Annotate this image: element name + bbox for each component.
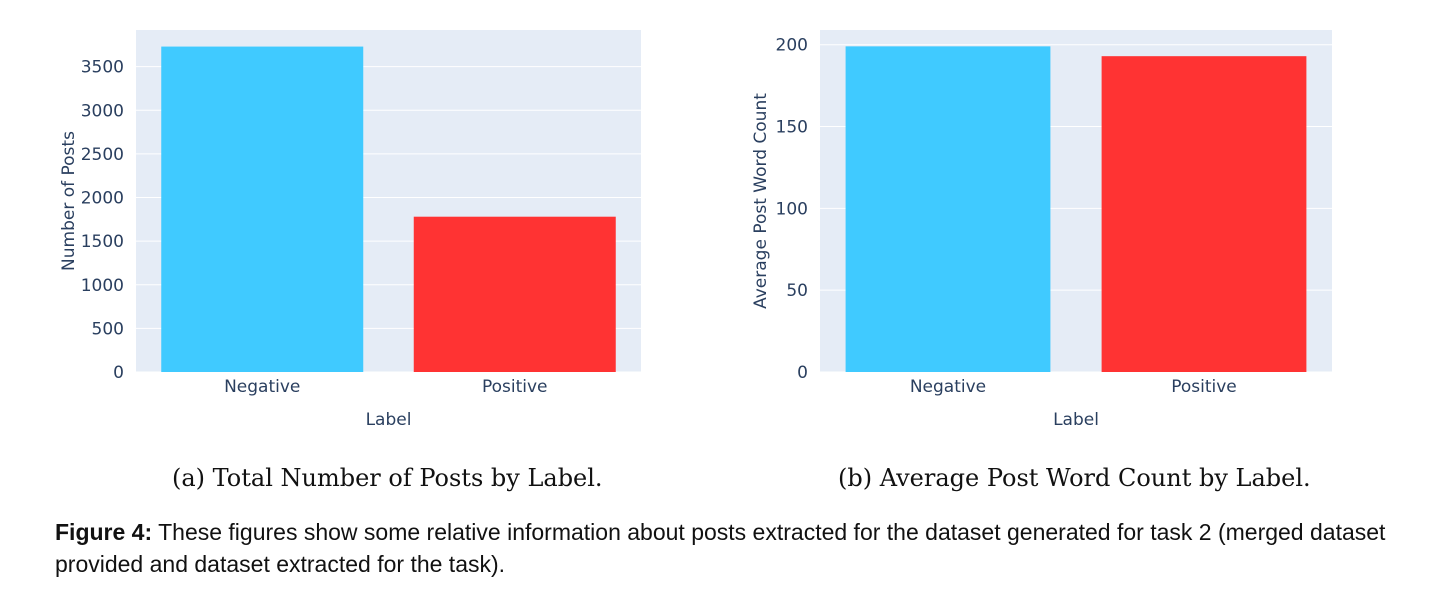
x-tick-label: Positive: [482, 377, 548, 397]
bar-negative: [161, 46, 364, 372]
y-tick-label: 50: [786, 281, 808, 301]
y-tick-label: 0: [113, 363, 124, 383]
figure-label: Figure 4:: [55, 519, 153, 545]
y-tick-label: 150: [776, 118, 808, 138]
y-axis-title: Number of Posts: [59, 131, 79, 271]
x-axis-title: Label: [366, 410, 412, 430]
figure-caption-text: These figures show some relative informa…: [55, 519, 1386, 577]
bar-positive: [1101, 56, 1307, 372]
subcaption-a: (a) Total Number of Posts by Label.: [172, 464, 603, 492]
x-tick-label: Negative: [910, 377, 986, 397]
x-tick-label: Positive: [1171, 377, 1237, 397]
y-tick-label: 1500: [81, 232, 124, 252]
x-tick-label: Negative: [224, 377, 300, 397]
y-tick-label: 500: [92, 319, 124, 339]
chart-posts-by-label: 0 500 1000 1500 2000 2500 3000 3500 Negative Posi…: [59, 30, 641, 430]
figure-caption: Figure 4: These figures show some relati…: [55, 516, 1395, 580]
y-tick-label: 2500: [81, 145, 124, 165]
y-tick-label: 3000: [81, 101, 124, 121]
y-tick-label: 0: [797, 363, 808, 383]
bar-negative: [845, 46, 1051, 372]
bar-positive: [413, 216, 616, 372]
subcaption-b: (b) Average Post Word Count by Label.: [838, 464, 1311, 492]
y-axis-title: Average Post Word Count: [751, 93, 771, 309]
x-axis-title: Label: [1053, 410, 1099, 430]
y-tick-label: 100: [776, 199, 808, 219]
chart-word-count-by-label: 0 50 100 150 200 Negative Positive Label Average…: [751, 30, 1332, 430]
y-tick-label: 2000: [81, 189, 124, 209]
y-tick-label: 3500: [81, 58, 124, 78]
y-tick-label: 1000: [81, 276, 124, 296]
y-tick-label: 200: [776, 36, 808, 56]
